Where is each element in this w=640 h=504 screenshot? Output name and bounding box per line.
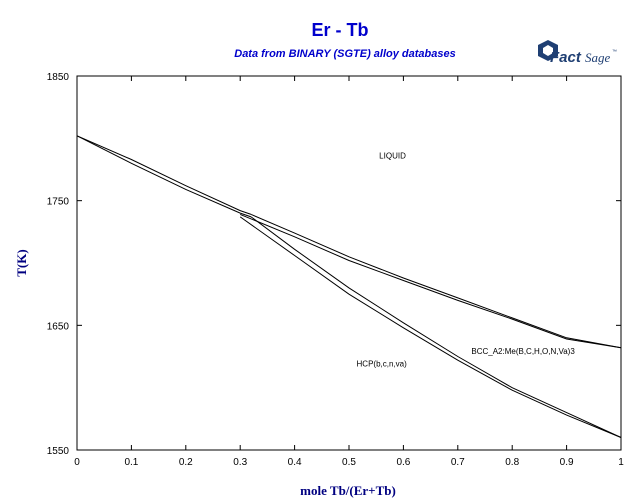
phase-boundary-line	[76, 135, 252, 218]
x-tick-label: 1	[618, 457, 624, 468]
y-tick-label: 1650	[47, 321, 70, 332]
y-axis-label: T(K)	[14, 249, 29, 276]
chart-title: Er - Tb	[312, 20, 369, 40]
x-tick-label: 0.1	[124, 457, 138, 468]
y-tick-label: 1550	[47, 446, 70, 457]
phase-boundary-line	[76, 135, 252, 215]
phase-boundaries	[76, 135, 622, 438]
x-tick-label: 0.4	[288, 457, 302, 468]
x-tick-label: 0.7	[451, 457, 465, 468]
phase-labels: LIQUID HCP(b,c,n,va) BCC_A2:Me(B,C,H,O,N,V…	[357, 151, 576, 368]
phase-boundary-line	[240, 213, 622, 349]
x-tick-label: 0.2	[179, 457, 193, 468]
plot-frame	[76, 75, 622, 451]
phase-boundary-line	[239, 216, 622, 438]
x-axis-label: mole Tb/(Er+Tb)	[300, 483, 396, 498]
axis-ticks: 0 0.1 0.2 0.3 0.4 0.5 0.6 0.7 0.8 0.9 1 1550 1650 175…	[47, 72, 624, 468]
factsage-logo: Fact Sage ™	[538, 40, 617, 66]
phase-label: LIQUID	[379, 151, 406, 160]
phase-label: BCC_A2:Me(B,C,H,O,N,Va)3	[471, 347, 575, 356]
logo-tm-text: ™	[612, 49, 617, 55]
logo-sage-text: Sage	[585, 50, 611, 65]
x-tick-label: 0.3	[233, 457, 247, 468]
x-tick-label: 0.9	[560, 457, 574, 468]
chart-subtitle: Data from BINARY (SGTE) alloy databases	[234, 48, 456, 60]
phase-boundary-line	[250, 213, 622, 349]
phase-label: HCP(b,c,n,va)	[357, 359, 408, 368]
x-tick-label: 0.8	[505, 457, 519, 468]
logo-fact-text: Fact	[550, 49, 582, 66]
y-tick-label: 1750	[47, 197, 70, 208]
factsage-hex-logo-icon	[538, 40, 558, 61]
x-tick-label: 0.6	[396, 457, 410, 468]
phase-boundary-line	[250, 216, 622, 438]
x-tick-label: 0.5	[342, 457, 356, 468]
y-tick-label: 1850	[47, 72, 70, 83]
x-tick-label: 0	[74, 457, 80, 468]
